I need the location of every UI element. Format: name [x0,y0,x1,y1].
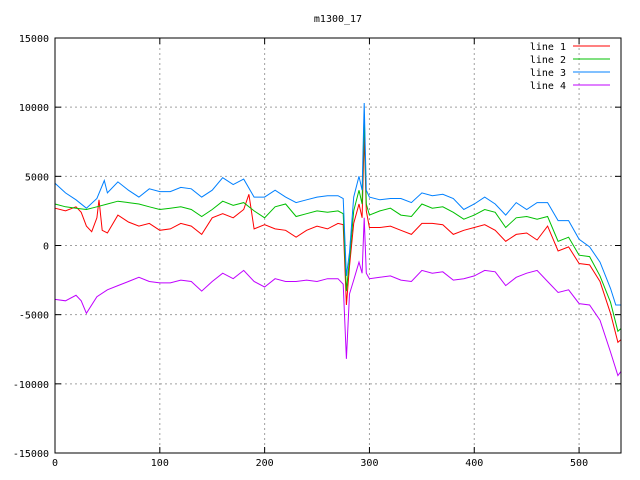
legend-label-1: line 1 [530,42,566,53]
series-line-3 [54,102,621,306]
x-tick-label: 200 [256,458,274,469]
series-line-4 [54,217,622,377]
y-tick-label: 5000 [25,172,49,183]
y-tick-label: 15000 [19,34,49,45]
series-lines [54,102,622,377]
y-tick-label: -10000 [13,380,49,391]
x-tick-label: 500 [570,458,588,469]
legend-label-3: line 3 [530,68,566,79]
chart-title: m1300_17 [314,14,362,25]
x-tick-label: 300 [360,458,378,469]
y-tick-label: -15000 [13,449,49,460]
legend-label-2: line 2 [530,55,566,66]
plot-frame [54,37,622,454]
series-line-2 [54,114,622,333]
x-tick-label: 100 [151,458,169,469]
x-tick-label: 0 [52,458,58,469]
y-tick-label: 0 [43,242,49,253]
y-tick-label: -5000 [19,311,49,322]
legend-label-4: line 4 [530,81,566,92]
x-tick-label: 400 [465,458,483,469]
y-tick-label: 10000 [19,103,49,114]
grid [54,37,621,454]
tick-labels: 0 100 200 300 400 500 -15000 -10000 -5000 0 5000 10… [13,34,588,469]
legend: line 1 line 2 line 3 line 4 [530,42,610,92]
